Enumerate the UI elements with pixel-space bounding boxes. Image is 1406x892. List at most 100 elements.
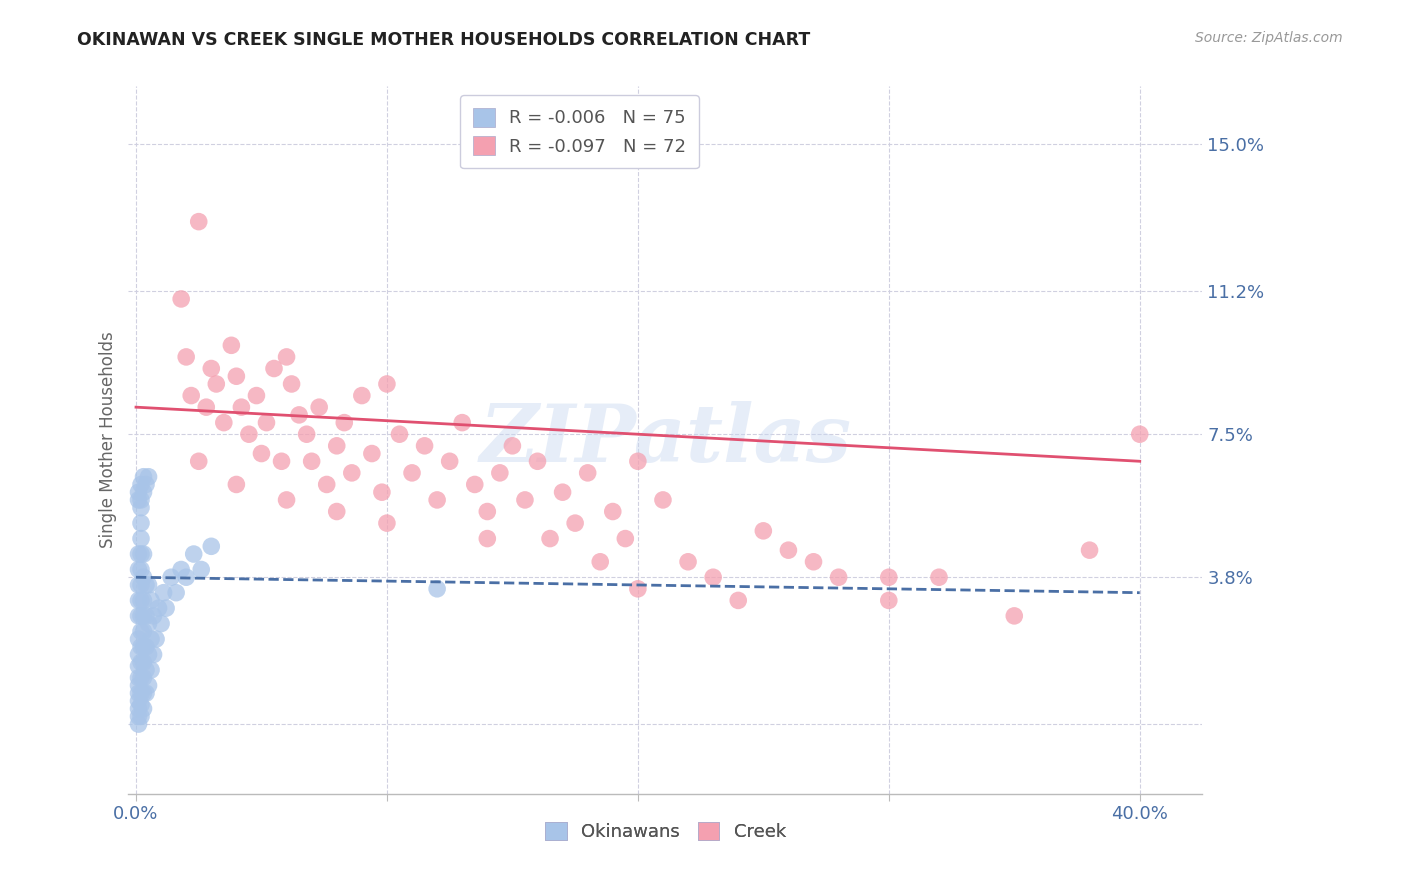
Point [315, 477, 337, 491]
Point [132, 701, 155, 715]
Point [205, 376, 228, 391]
Point [195, 400, 218, 414]
Point [827, 570, 849, 584]
Point [139, 632, 162, 646]
Point [375, 376, 398, 391]
Point [371, 485, 394, 500]
Point [295, 427, 318, 442]
Point [1129, 427, 1152, 442]
Point [326, 504, 349, 518]
Point [132, 547, 155, 561]
Point [129, 671, 152, 685]
Point [752, 524, 775, 538]
Point [132, 485, 155, 500]
Point [128, 648, 150, 662]
Point [350, 388, 373, 402]
Point [360, 446, 382, 460]
Point [375, 516, 398, 530]
Point [245, 388, 267, 402]
Point [489, 466, 512, 480]
Point [928, 570, 950, 584]
Point [263, 361, 285, 376]
Point [132, 608, 155, 623]
Point [129, 698, 152, 712]
Point [138, 678, 160, 692]
Point [221, 338, 243, 352]
Point [160, 570, 183, 584]
Point [128, 659, 150, 673]
Point [129, 655, 152, 669]
Point [276, 492, 298, 507]
Point [129, 562, 152, 576]
Point [778, 543, 800, 558]
Point [129, 593, 152, 607]
Point [477, 504, 499, 518]
Point [231, 400, 253, 414]
Point [187, 214, 209, 228]
Point [139, 593, 162, 607]
Text: Source: ZipAtlas.com: Source: ZipAtlas.com [1195, 31, 1343, 45]
Point [132, 469, 155, 483]
Point [132, 655, 155, 669]
Point [526, 454, 548, 468]
Point [135, 608, 157, 623]
Point [702, 570, 724, 584]
Point [225, 477, 247, 491]
Point [180, 388, 202, 402]
Point [190, 562, 212, 576]
Point [129, 500, 152, 515]
Point [129, 477, 152, 491]
Point [270, 454, 292, 468]
Point [464, 477, 486, 491]
Point [128, 578, 150, 592]
Point [142, 648, 165, 662]
Point [128, 717, 150, 731]
Point [501, 439, 523, 453]
Point [589, 555, 612, 569]
Point [132, 640, 155, 654]
Point [803, 555, 825, 569]
Point [165, 585, 187, 599]
Point [250, 446, 273, 460]
Point [132, 624, 155, 639]
Point [256, 416, 278, 430]
Point [426, 492, 449, 507]
Point [129, 532, 152, 546]
Point [145, 632, 167, 646]
Point [564, 516, 586, 530]
Point [128, 632, 150, 646]
Point [128, 709, 150, 723]
Point [225, 369, 247, 384]
Point [150, 616, 173, 631]
Point [187, 454, 209, 468]
Point [477, 532, 499, 546]
Point [128, 492, 150, 507]
Point [439, 454, 461, 468]
Point [138, 578, 160, 592]
Point [652, 492, 675, 507]
Point [576, 466, 599, 480]
Point [333, 416, 356, 430]
Point [128, 547, 150, 561]
Point [174, 570, 197, 584]
Point [538, 532, 561, 546]
Point [200, 361, 222, 376]
Point [614, 532, 637, 546]
Point [676, 555, 699, 569]
Point [602, 504, 624, 518]
Point [129, 709, 152, 723]
Point [152, 585, 174, 599]
Point [128, 671, 150, 685]
Point [326, 439, 349, 453]
Point [128, 678, 150, 692]
Point [132, 570, 155, 584]
Y-axis label: Single Mother Households: Single Mother Households [100, 332, 117, 549]
Point [1078, 543, 1101, 558]
Point [129, 492, 152, 507]
Point [142, 608, 165, 623]
Point [135, 640, 157, 654]
Point [276, 350, 298, 364]
Point [288, 408, 311, 422]
Point [135, 686, 157, 700]
Point [174, 350, 197, 364]
